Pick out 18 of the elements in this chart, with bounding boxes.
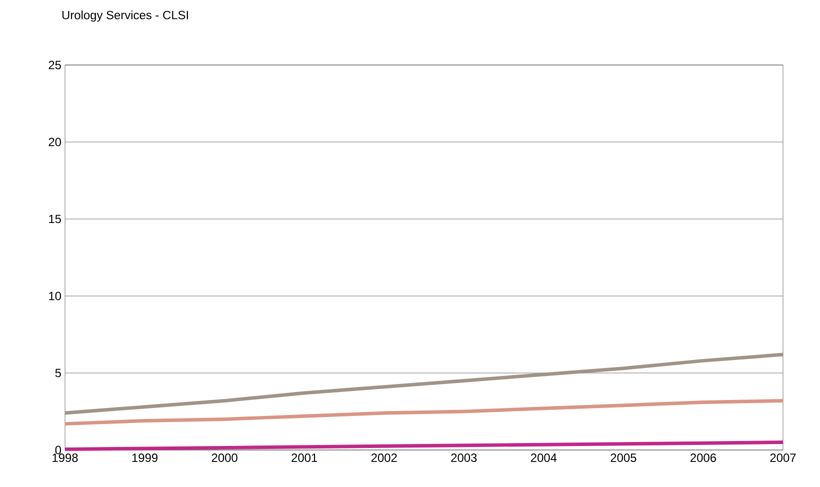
y-tick-label: 20 <box>48 138 62 146</box>
x-tick-label: 2005 <box>610 454 636 462</box>
x-tick-label: 2004 <box>530 454 557 462</box>
x-tick-label: 2001 <box>292 454 318 462</box>
x-tick-label: 2007 <box>770 454 796 462</box>
y-tick-label: 10 <box>49 292 62 300</box>
chart-title: Urology Services - CLSI <box>62 10 188 22</box>
x-tick-label: 2003 <box>451 454 477 462</box>
x-tick-label: 2000 <box>212 454 238 462</box>
line-series <box>63 398 785 426</box>
y-tick-label: 5 <box>55 368 61 378</box>
x-tick-label: 2006 <box>690 454 716 462</box>
y-tick-label: 0 <box>55 446 62 454</box>
x-tick-label: 1998 <box>52 454 78 462</box>
y-tick-label: 15 <box>49 214 61 224</box>
x-tick-label: 1999 <box>132 454 158 462</box>
y-tick-label: 25 <box>48 60 61 70</box>
x-tick-label: 2002 <box>371 454 397 462</box>
